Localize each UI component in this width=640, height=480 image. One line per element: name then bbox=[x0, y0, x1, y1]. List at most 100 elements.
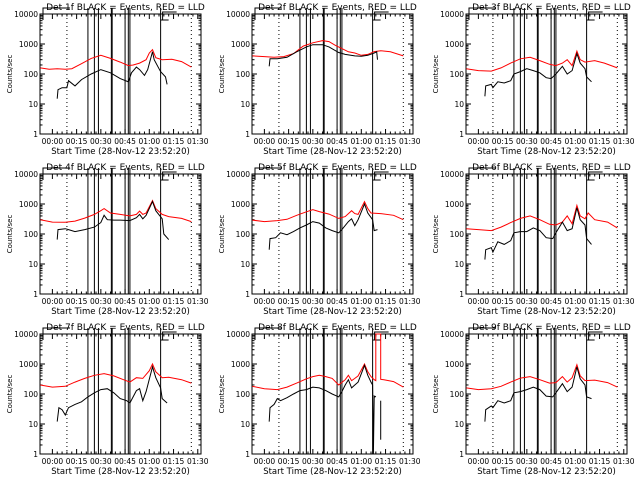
x-tick-label: 00:30 bbox=[90, 137, 112, 146]
series-line-events bbox=[268, 363, 377, 455]
x-tick-label: 01:30 bbox=[399, 457, 421, 466]
y-tick-label: 10000 bbox=[440, 170, 464, 179]
y-tick-label: 10000 bbox=[226, 170, 250, 179]
y-tick-label: 1 bbox=[245, 130, 250, 139]
plot-frame bbox=[39, 173, 202, 295]
y-tick-label: 1000 bbox=[231, 360, 250, 369]
y-tick-label: 10 bbox=[240, 420, 250, 429]
y-tick-label: 1 bbox=[459, 130, 464, 139]
x-tick-label: 01:15 bbox=[589, 297, 611, 306]
y-tick-label: 100 bbox=[236, 70, 251, 79]
x-tick-label: 00:45 bbox=[326, 137, 348, 146]
x-tick-label: 01:00 bbox=[350, 297, 372, 306]
y-tick-label: 100 bbox=[450, 390, 465, 399]
series-line-events bbox=[56, 51, 168, 99]
x-tick-label: 01:15 bbox=[375, 297, 397, 306]
y-tick-label: 10 bbox=[28, 100, 38, 109]
chart-panel-1: Det 1f BLACK = Events, RED = LLD11010010… bbox=[6, 3, 209, 157]
x-tick-label: 01:00 bbox=[564, 137, 586, 146]
x-axis-label: Start Time (28-Nov-12 23:52:20) bbox=[51, 307, 190, 317]
x-tick-label: 00:15 bbox=[278, 137, 300, 146]
x-tick-label: 01:15 bbox=[375, 457, 397, 466]
x-tick-label: 01:30 bbox=[399, 137, 421, 146]
y-tick-label: 10 bbox=[454, 260, 464, 269]
x-axis-label: Start Time (28-Nov-12 23:52:20) bbox=[477, 307, 616, 317]
series-line-events bbox=[484, 207, 592, 260]
y-axis-label: Counts/sec bbox=[218, 375, 226, 414]
plot-frame bbox=[465, 333, 628, 455]
series-line-events bbox=[484, 366, 592, 422]
x-tick-label: 00:30 bbox=[90, 297, 112, 306]
x-axis-label: Start Time (28-Nov-12 23:52:20) bbox=[263, 307, 402, 317]
interval-bracket bbox=[42, 7, 70, 20]
interval-bracket bbox=[586, 171, 603, 181]
x-tick-label: 00:15 bbox=[492, 297, 514, 306]
y-tick-label: 1000 bbox=[19, 360, 38, 369]
plot-frame bbox=[251, 173, 414, 295]
y-tick-label: 10000 bbox=[440, 330, 464, 339]
series-line-lld bbox=[40, 362, 192, 388]
x-tick-label: 01:30 bbox=[187, 297, 209, 306]
interval-bracket bbox=[372, 171, 389, 181]
x-axis-label: Start Time (28-Nov-12 23:52:20) bbox=[477, 147, 616, 157]
interval-bracket bbox=[372, 11, 389, 21]
y-tick-label: 10 bbox=[240, 100, 250, 109]
plot-frame bbox=[465, 173, 628, 295]
series-line-lld bbox=[40, 199, 192, 223]
x-tick-label: 00:30 bbox=[302, 137, 324, 146]
y-tick-label: 10000 bbox=[226, 10, 250, 19]
x-tick-label: 00:15 bbox=[66, 297, 88, 306]
series-line-lld bbox=[252, 40, 404, 58]
y-axis-label: Counts/sec bbox=[6, 215, 14, 254]
x-tick-label: 00:45 bbox=[326, 457, 348, 466]
chart-panel-7: Det 7f BLACK = Events, RED = LLD11010010… bbox=[6, 323, 209, 477]
x-tick-label: 00:15 bbox=[66, 457, 88, 466]
x-axis-label: Start Time (28-Nov-12 23:52:20) bbox=[263, 467, 402, 477]
y-axis-label: Counts/sec bbox=[432, 375, 440, 414]
y-tick-label: 100 bbox=[236, 230, 251, 239]
x-tick-label: 01:15 bbox=[375, 137, 397, 146]
x-tick-label: 01:30 bbox=[613, 137, 635, 146]
chart-panel-2: Det 2f BLACK = Events, RED = LLD11010010… bbox=[218, 3, 421, 157]
series-line-events bbox=[484, 51, 592, 97]
x-tick-label: 00:15 bbox=[492, 137, 514, 146]
x-tick-label: 00:45 bbox=[540, 137, 562, 146]
y-tick-label: 100 bbox=[24, 230, 39, 239]
interval-bracket bbox=[160, 331, 177, 341]
y-tick-label: 1000 bbox=[19, 200, 38, 209]
series-line-lld bbox=[466, 363, 618, 391]
x-axis-label: Start Time (28-Nov-12 23:52:20) bbox=[477, 467, 616, 477]
interval-bracket bbox=[254, 327, 282, 340]
chart-panel-3: Det 3f BLACK = Events, RED = LLD11010010… bbox=[432, 3, 635, 157]
x-tick-label: 01:00 bbox=[564, 297, 586, 306]
x-tick-label: 01:00 bbox=[138, 297, 160, 306]
chart-panel-6: Det 6f BLACK = Events, RED = LLD11010010… bbox=[432, 163, 635, 317]
x-tick-label: 01:00 bbox=[138, 457, 160, 466]
x-tick-label: 00:30 bbox=[516, 137, 538, 146]
x-tick-label: 00:00 bbox=[42, 297, 64, 306]
x-tick-label: 01:30 bbox=[613, 457, 635, 466]
x-tick-label: 01:30 bbox=[187, 457, 209, 466]
y-tick-label: 1 bbox=[459, 450, 464, 459]
interval-bracket bbox=[468, 327, 496, 340]
y-axis-label: Counts/sec bbox=[432, 215, 440, 254]
y-tick-label: 1000 bbox=[445, 200, 464, 209]
series-line-events bbox=[268, 44, 378, 67]
x-tick-label: 00:45 bbox=[540, 457, 562, 466]
x-tick-label: 01:00 bbox=[350, 457, 372, 466]
plot-frame bbox=[465, 13, 628, 135]
y-axis-label: Counts/sec bbox=[432, 55, 440, 94]
x-tick-label: 00:15 bbox=[66, 137, 88, 146]
x-tick-label: 01:15 bbox=[589, 137, 611, 146]
y-tick-label: 1000 bbox=[231, 40, 250, 49]
x-tick-label: 00:45 bbox=[114, 137, 136, 146]
interval-bracket bbox=[468, 167, 496, 180]
y-tick-label: 1000 bbox=[19, 40, 38, 49]
interval-bracket bbox=[42, 327, 70, 340]
x-tick-label: 01:30 bbox=[399, 297, 421, 306]
plot-frame bbox=[39, 13, 202, 135]
x-tick-label: 01:30 bbox=[187, 137, 209, 146]
y-tick-label: 1 bbox=[33, 130, 38, 139]
chart-panel-5: Det 5f BLACK = Events, RED = LLD11010010… bbox=[218, 163, 421, 317]
